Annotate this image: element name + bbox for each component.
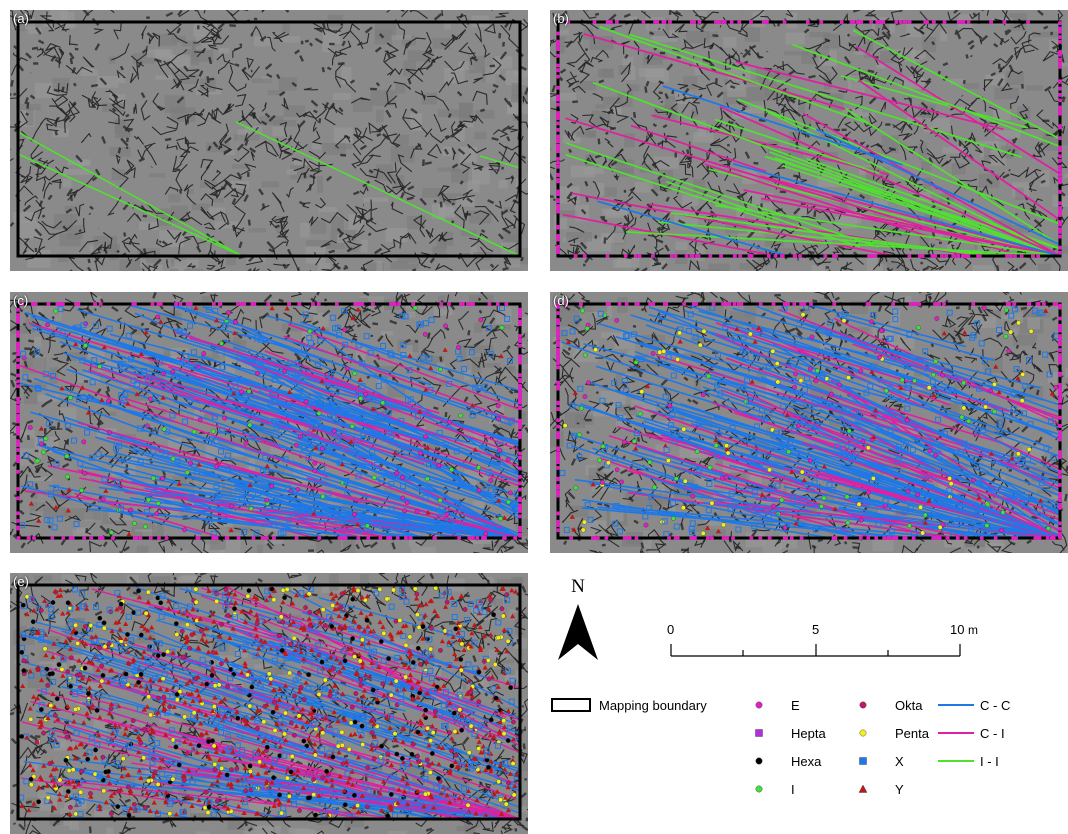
outcrop-background <box>10 10 528 271</box>
legend-branch-0: C - C <box>938 697 1010 713</box>
branch-line-swatch <box>938 732 974 735</box>
penta-node-icon <box>857 727 869 739</box>
panel-label-c: (c) <box>13 293 28 308</box>
legend-boundary-label: Mapping boundary <box>599 698 707 713</box>
map-panel-a: (a) <box>10 10 528 271</box>
fracture-map-c <box>10 292 528 553</box>
legend-node-label: Hexa <box>791 754 821 769</box>
legend-node-label: Penta <box>895 726 929 741</box>
scale-bar: 0 5 10 m <box>660 622 990 662</box>
legend-branch-1: C - I <box>938 725 1005 741</box>
legend-branch-label: C - C <box>980 698 1010 713</box>
legend-node-okta: Okta <box>857 697 922 713</box>
map-panel-c: (c) <box>10 292 528 553</box>
fracture-map-a <box>10 10 528 271</box>
legend-node-x: X <box>857 753 904 769</box>
panel-label-a: (a) <box>13 11 29 26</box>
e-node-icon <box>753 699 765 711</box>
panel-label-b: (b) <box>553 11 569 26</box>
legend-node-label: I <box>791 782 795 797</box>
map-panel-b: (b) <box>550 10 1068 271</box>
north-arrow-icon <box>556 576 600 664</box>
okta-node-icon <box>857 699 869 711</box>
panel-label-e: (e) <box>13 574 29 589</box>
x-node-icon <box>857 755 869 767</box>
legend-node-label: Okta <box>895 698 922 713</box>
panel-label-d: (d) <box>553 293 569 308</box>
legend-node-label: X <box>895 754 904 769</box>
legend-node-hepta: Hepta <box>753 725 826 741</box>
legend-node-hexa: Hexa <box>753 753 821 769</box>
legend-node-label: E <box>791 698 800 713</box>
fracture-map-e <box>10 573 528 834</box>
scale-bar-graphic <box>660 622 990 662</box>
legend-node-label: Y <box>895 782 904 797</box>
fracture-map-d <box>550 292 1068 553</box>
north-arrow: N <box>556 576 600 664</box>
map-panel-d: (d) <box>550 292 1068 553</box>
branch-line-swatch <box>938 760 974 763</box>
legend-node-e: E <box>753 697 800 713</box>
hexa-node-icon <box>753 755 765 767</box>
fracture-map-b <box>550 10 1068 271</box>
boundary-swatch <box>551 698 591 712</box>
map-panel-e: (e) <box>10 573 528 834</box>
y-node-icon <box>857 783 869 795</box>
hepta-node-icon <box>753 727 765 739</box>
legend-branch-label: C - I <box>980 726 1005 741</box>
legend-branch-label: I - I <box>980 754 999 769</box>
branch-line-swatch <box>938 704 974 707</box>
i-node-icon <box>753 783 765 795</box>
legend-node-label: Hepta <box>791 726 826 741</box>
legend-node-y: Y <box>857 781 904 797</box>
legend-node-i: I <box>753 781 795 797</box>
legend-node-penta: Penta <box>857 725 929 741</box>
legend-boundary: Mapping boundary <box>551 697 707 713</box>
legend-branch-2: I - I <box>938 753 999 769</box>
